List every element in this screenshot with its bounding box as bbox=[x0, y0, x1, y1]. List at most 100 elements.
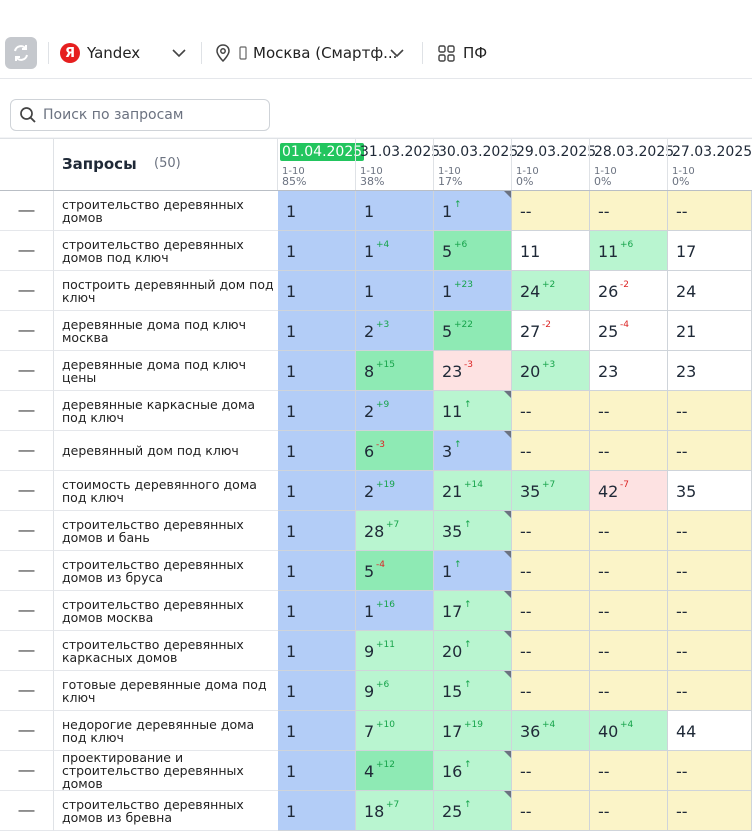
position-cell[interactable]: -- bbox=[590, 511, 668, 551]
position-cell[interactable]: -- bbox=[668, 591, 752, 631]
collapse-dash-icon[interactable]: — bbox=[0, 711, 54, 751]
position-cell[interactable]: -- bbox=[590, 791, 668, 831]
position-cell[interactable]: 1 bbox=[356, 271, 434, 311]
position-cell[interactable]: 1 bbox=[278, 751, 356, 791]
position-cell[interactable]: 44 bbox=[668, 711, 752, 751]
position-cell[interactable]: 23 -3 bbox=[434, 351, 512, 391]
region-select[interactable]: Москва (Смартф... bbox=[215, 28, 410, 78]
position-cell[interactable]: 27 -2 bbox=[512, 311, 590, 351]
position-cell[interactable]: 40 +4 bbox=[590, 711, 668, 751]
position-cell[interactable]: -- bbox=[512, 791, 590, 831]
position-cell[interactable]: -- bbox=[668, 431, 752, 471]
date-column-header[interactable]: 01.04.2025 1-10 85% bbox=[278, 139, 365, 190]
position-cell[interactable]: 1 bbox=[278, 551, 356, 591]
position-cell[interactable]: -- bbox=[590, 751, 668, 791]
position-cell[interactable]: 36 +4 bbox=[512, 711, 590, 751]
position-cell[interactable]: 1 bbox=[278, 351, 356, 391]
collapse-dash-icon[interactable]: — bbox=[0, 191, 54, 231]
collapse-dash-icon[interactable]: — bbox=[0, 431, 54, 471]
date-column-header[interactable]: 28.03.2025 1-10 0% bbox=[590, 139, 674, 190]
position-cell[interactable]: -- bbox=[512, 671, 590, 711]
position-cell[interactable]: -- bbox=[668, 791, 752, 831]
position-cell[interactable]: 1 bbox=[278, 511, 356, 551]
position-cell[interactable]: -- bbox=[668, 671, 752, 711]
position-cell[interactable]: -- bbox=[590, 631, 668, 671]
collapse-dash-icon[interactable]: — bbox=[0, 511, 54, 551]
position-cell[interactable]: 17 bbox=[668, 231, 752, 271]
position-cell[interactable]: 1 +23 bbox=[434, 271, 512, 311]
position-cell[interactable]: -- bbox=[590, 671, 668, 711]
position-cell[interactable]: 1 bbox=[278, 591, 356, 631]
position-cell[interactable]: 5 -4 bbox=[356, 551, 434, 591]
collapse-dash-icon[interactable]: — bbox=[0, 231, 54, 271]
position-cell[interactable]: 35 ↑ bbox=[434, 511, 512, 551]
position-cell[interactable]: -- bbox=[590, 391, 668, 431]
position-cell[interactable]: 18 +7 bbox=[356, 791, 434, 831]
date-column-header[interactable]: 29.03.2025 1-10 0% bbox=[512, 139, 596, 190]
position-cell[interactable]: 17 ↑ bbox=[434, 591, 512, 631]
position-cell[interactable]: 1 bbox=[278, 431, 356, 471]
position-cell[interactable]: 7 +10 bbox=[356, 711, 434, 751]
position-cell[interactable]: -- bbox=[512, 431, 590, 471]
refresh-button[interactable] bbox=[5, 37, 37, 69]
position-cell[interactable]: 1 bbox=[278, 791, 356, 831]
collapse-dash-icon[interactable]: — bbox=[0, 551, 54, 591]
position-cell[interactable]: 6 -3 bbox=[356, 431, 434, 471]
position-cell[interactable]: 2 +3 bbox=[356, 311, 434, 351]
position-cell[interactable]: 3 ↑ bbox=[434, 431, 512, 471]
position-cell[interactable]: 2 +9 bbox=[356, 391, 434, 431]
position-cell[interactable]: 23 bbox=[590, 351, 668, 391]
collapse-dash-icon[interactable]: — bbox=[0, 751, 54, 791]
position-cell[interactable]: -- bbox=[512, 391, 590, 431]
position-cell[interactable]: 9 +11 bbox=[356, 631, 434, 671]
collapse-dash-icon[interactable]: — bbox=[0, 271, 54, 311]
position-cell[interactable]: 2 +19 bbox=[356, 471, 434, 511]
date-column-header[interactable]: 31.03.2025 1-10 38% bbox=[356, 139, 440, 190]
position-cell[interactable]: -- bbox=[668, 631, 752, 671]
position-cell[interactable]: -- bbox=[668, 191, 752, 231]
position-cell[interactable]: 1 bbox=[278, 471, 356, 511]
position-cell[interactable]: 24 bbox=[668, 271, 752, 311]
position-cell[interactable]: 1 bbox=[278, 191, 356, 231]
collapse-dash-icon[interactable]: — bbox=[0, 311, 54, 351]
position-cell[interactable]: 20 +3 bbox=[512, 351, 590, 391]
position-cell[interactable]: -- bbox=[590, 431, 668, 471]
position-cell[interactable]: 11 ↑ bbox=[434, 391, 512, 431]
position-cell[interactable]: 25 ↑ bbox=[434, 791, 512, 831]
position-cell[interactable]: -- bbox=[512, 511, 590, 551]
position-cell[interactable]: 1 bbox=[356, 191, 434, 231]
position-cell[interactable]: 1 bbox=[278, 231, 356, 271]
search-engine-select[interactable]: Я Yandex bbox=[60, 28, 190, 78]
pf-toggle[interactable]: ПФ bbox=[438, 28, 498, 78]
position-cell[interactable]: -- bbox=[590, 591, 668, 631]
position-cell[interactable]: -- bbox=[590, 551, 668, 591]
position-cell[interactable]: 28 +7 bbox=[356, 511, 434, 551]
collapse-dash-icon[interactable]: — bbox=[0, 791, 54, 831]
position-cell[interactable]: 23 bbox=[668, 351, 752, 391]
position-cell[interactable]: 1 bbox=[278, 671, 356, 711]
position-cell[interactable]: 35 bbox=[668, 471, 752, 511]
position-cell[interactable]: 21 bbox=[668, 311, 752, 351]
position-cell[interactable]: -- bbox=[668, 391, 752, 431]
date-column-header[interactable]: 27.03.2025 1-10 0% bbox=[668, 139, 752, 190]
query-search-box[interactable] bbox=[10, 99, 270, 131]
position-cell[interactable]: 1 bbox=[278, 711, 356, 751]
position-cell[interactable]: 1 bbox=[278, 271, 356, 311]
position-cell[interactable]: 21 +14 bbox=[434, 471, 512, 511]
position-cell[interactable]: 17 +19 bbox=[434, 711, 512, 751]
position-cell[interactable]: -- bbox=[668, 751, 752, 791]
position-cell[interactable]: 1 +4 bbox=[356, 231, 434, 271]
position-cell[interactable]: 11 +6 bbox=[590, 231, 668, 271]
position-cell[interactable]: 9 +6 bbox=[356, 671, 434, 711]
position-cell[interactable]: 4 +12 bbox=[356, 751, 434, 791]
collapse-dash-icon[interactable]: — bbox=[0, 671, 54, 711]
collapse-dash-icon[interactable]: — bbox=[0, 471, 54, 511]
query-search-input[interactable] bbox=[43, 107, 263, 123]
position-cell[interactable]: 42 -7 bbox=[590, 471, 668, 511]
position-cell[interactable]: 20 ↑ bbox=[434, 631, 512, 671]
position-cell[interactable]: -- bbox=[512, 551, 590, 591]
position-cell[interactable]: -- bbox=[512, 191, 590, 231]
position-cell[interactable]: 26 -2 bbox=[590, 271, 668, 311]
position-cell[interactable]: 15 ↑ bbox=[434, 671, 512, 711]
position-cell[interactable]: 5 +22 bbox=[434, 311, 512, 351]
